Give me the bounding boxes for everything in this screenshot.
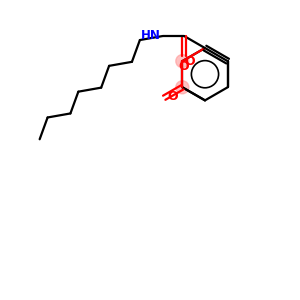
Circle shape: [176, 81, 189, 94]
Text: O: O: [179, 60, 190, 73]
Circle shape: [176, 55, 189, 68]
Text: O: O: [185, 55, 195, 68]
Text: O: O: [168, 90, 178, 103]
Text: HN: HN: [140, 28, 160, 42]
